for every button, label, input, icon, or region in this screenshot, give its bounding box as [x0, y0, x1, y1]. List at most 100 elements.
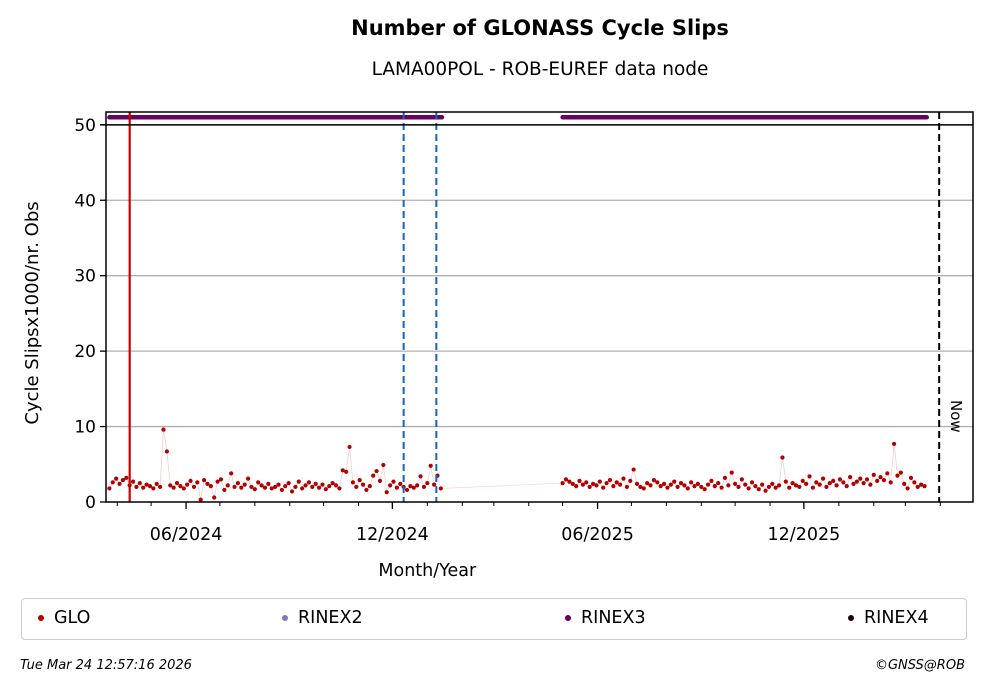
- legend-label: RINEX4: [864, 608, 929, 628]
- glo-point: [222, 487, 227, 493]
- glo-point: [770, 481, 775, 486]
- glo-point: [587, 484, 592, 490]
- glo-point: [702, 487, 707, 492]
- glo-point: [590, 481, 596, 486]
- glo-gap-line: [440, 482, 563, 489]
- glo-point: [371, 473, 376, 478]
- glo-point: [699, 484, 704, 490]
- glo-point: [570, 481, 575, 486]
- chart-title: Number of GLONASS Cycle Slips: [351, 16, 729, 40]
- glo-point: [276, 482, 281, 487]
- glo-point: [756, 487, 761, 492]
- glo-point: [262, 485, 268, 490]
- glo-point: [831, 478, 836, 483]
- glo-point: [787, 485, 792, 490]
- glo-point: [594, 483, 599, 488]
- glo-point: [651, 478, 657, 483]
- x-tick-label: 12/2024: [356, 525, 429, 545]
- glo-point: [810, 485, 816, 490]
- glo-point: [854, 479, 859, 484]
- glo-point: [760, 482, 765, 487]
- glo-point: [428, 463, 433, 468]
- glo-point: [804, 481, 809, 486]
- glo-point: [848, 475, 853, 480]
- glo-point: [164, 449, 169, 454]
- glo-point: [330, 481, 335, 486]
- glo-point: [634, 481, 640, 486]
- glo-point: [584, 480, 589, 485]
- glo-point: [229, 471, 234, 476]
- glo-point: [310, 484, 315, 490]
- glo-point: [411, 485, 416, 490]
- chart-subtitle: LAMA00POL - ROB-EUREF data node: [371, 59, 709, 80]
- glo-point: [293, 484, 298, 490]
- glo-point: [743, 482, 748, 487]
- glo-point: [902, 481, 907, 486]
- glo-point: [208, 484, 213, 489]
- glo-point: [648, 483, 653, 488]
- glo-point: [117, 481, 122, 486]
- glo-point: [574, 484, 579, 489]
- glo-point: [851, 481, 856, 486]
- glo-point: [394, 485, 399, 490]
- glo-point: [820, 476, 826, 481]
- x-tick-label: 06/2025: [561, 525, 634, 545]
- glo-point: [174, 481, 180, 486]
- glo-point: [144, 482, 149, 487]
- x-axis-label: Month/Year: [378, 561, 477, 581]
- glo-point: [726, 483, 731, 488]
- axes-frame: [105, 111, 974, 503]
- glo-point: [185, 482, 190, 487]
- glo-point: [733, 481, 738, 486]
- glo-point: [685, 486, 690, 491]
- glo-point: [776, 483, 782, 488]
- glo-point: [797, 484, 802, 490]
- y-tick-label: 30: [74, 267, 96, 287]
- glo-point: [814, 480, 819, 485]
- glo-point: [320, 482, 325, 487]
- glo-point: [705, 482, 711, 487]
- glo-point: [256, 480, 261, 485]
- glo-point: [888, 480, 893, 485]
- glo-point: [675, 484, 680, 490]
- glo-point: [604, 481, 609, 486]
- glo-point: [611, 484, 616, 489]
- glo-point: [885, 471, 890, 476]
- glo-point: [719, 485, 724, 490]
- glo-point: [658, 484, 663, 489]
- legend-item-rinex4: RINEX4: [848, 608, 929, 628]
- y-tick-label: 50: [74, 116, 96, 136]
- glo-point: [841, 480, 846, 485]
- glo-point: [881, 478, 887, 483]
- glo-point: [191, 484, 197, 490]
- glo-point: [391, 479, 396, 484]
- glo-point: [695, 481, 701, 486]
- glo-point: [316, 485, 322, 490]
- glo-point: [641, 486, 646, 491]
- legend-label: RINEX2: [298, 608, 363, 628]
- glo-series-line: [109, 429, 442, 500]
- y-tick-label: 10: [74, 418, 96, 438]
- glo-point: [273, 484, 278, 490]
- glo-point: [249, 484, 254, 490]
- glo-point: [188, 478, 193, 483]
- glo-point: [296, 479, 301, 484]
- glo-point: [729, 470, 734, 475]
- glo-point: [242, 482, 247, 487]
- glo-point: [415, 483, 420, 488]
- glo-point: [286, 481, 291, 486]
- glo-point: [181, 486, 186, 491]
- y-tick-label: 0: [85, 493, 96, 513]
- legend-item-rinex3: RINEX3: [565, 608, 646, 628]
- glo-point: [661, 481, 667, 486]
- glo-point: [198, 497, 203, 502]
- glo-point: [638, 484, 643, 490]
- glo-point: [354, 484, 359, 490]
- glo-point: [107, 486, 112, 491]
- glo-point: [388, 483, 393, 488]
- glo-point: [618, 482, 623, 487]
- glo-point: [844, 484, 849, 489]
- glo-point: [252, 487, 257, 492]
- glo-point: [147, 484, 153, 489]
- x-tick-label: 12/2025: [768, 525, 841, 545]
